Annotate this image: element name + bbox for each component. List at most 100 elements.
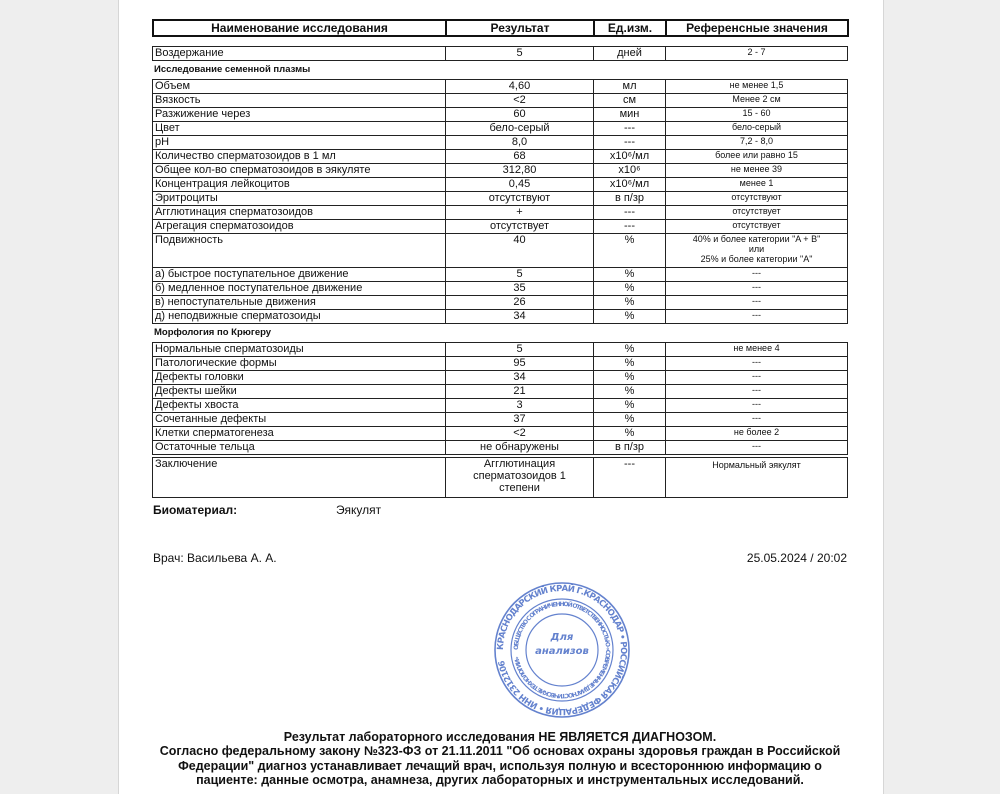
unit-cell: %: [593, 342, 666, 357]
table-row: Дефекты хвоста 3% ---: [152, 398, 848, 413]
unit-cell: %: [593, 426, 666, 441]
result-cell: 5: [445, 267, 594, 282]
name-cell: Разжижение через: [152, 107, 446, 122]
table-row: Патологические формы 95% ---: [152, 356, 848, 371]
unit-cell: x10⁶/мл: [593, 149, 666, 164]
result-cell: 5: [445, 342, 594, 357]
unit-cell: в п/зр: [593, 191, 666, 206]
unit-cell: %: [593, 356, 666, 371]
table-group: Воздержание 5 дней 2 - 7: [152, 46, 848, 61]
name-cell: Дефекты хвоста: [152, 398, 446, 413]
table-row: Подвижность 40% 40% и более категории "A +…: [152, 233, 848, 268]
table-row: Количество сперматозоидов в 1 мл 68 x10⁶/м…: [152, 149, 848, 164]
name-cell: Цвет: [152, 121, 446, 136]
name-cell: Вязкость: [152, 93, 446, 108]
table-row: Агглютинация сперматозоидов + --- отсутству…: [152, 205, 848, 220]
name-cell: Патологические формы: [152, 356, 446, 371]
reference-cell: ---: [665, 440, 848, 455]
name-cell: Остаточные тельца: [152, 440, 446, 455]
result-cell: не обнаружены: [445, 440, 594, 455]
table-row: Сочетанные дефекты 37% ---: [152, 412, 848, 427]
result-cell: 312,80: [445, 163, 594, 178]
stamp-ring: [494, 582, 630, 718]
name-cell: Подвижность: [152, 233, 446, 268]
result-cell: 4,60: [445, 79, 594, 94]
reference-cell: ---: [665, 412, 848, 427]
result-cell: 37: [445, 412, 594, 427]
reference-cell: не менее 1,5: [665, 79, 848, 94]
reference-cell: не менее 4: [665, 342, 848, 357]
reference-cell: не более 2: [665, 426, 848, 441]
footer: Результат лабораторного исследования НЕ …: [118, 730, 882, 787]
table-row: Нормальные сперматозоиды 5% не менее 4: [152, 342, 848, 357]
result-cell: <2: [445, 93, 594, 108]
footer-line: пациенте: данные осмотра, анамнеза, друг…: [196, 772, 804, 787]
name-cell: Эритроциты: [152, 191, 446, 206]
biomaterial-value: Эякулят: [336, 503, 382, 517]
result-cell: бело-серый: [445, 121, 594, 136]
footer-line: Согласно федеральному закону №323-ФЗ от …: [159, 744, 841, 759]
reference-cell: ---: [665, 295, 848, 310]
name-cell: Концентрация лейкоцитов: [152, 177, 446, 192]
unit-cell: ---: [593, 205, 666, 220]
unit-cell: %: [593, 412, 666, 427]
result-cell: 3: [445, 398, 594, 413]
section-title: Морфология по Крюгеру: [154, 327, 272, 338]
result-cell: +: [445, 205, 594, 220]
name-cell: Заключение: [152, 457, 446, 498]
stamp: КРАСНОДАРСКИЙ КРАЙ Г.КРАСНОДАР • РОССИЙС…: [494, 582, 630, 718]
table-row: Заключение Агглютинация сперматозоидов 1 …: [152, 457, 848, 498]
result-cell: 5: [445, 46, 594, 61]
biomaterial-label: Биоматериал:: [153, 503, 238, 517]
table-group: Объем 4,60 мл не менее 1,5 Вязкость <2 см Менее…: [152, 79, 848, 324]
unit-cell: %: [593, 295, 666, 310]
unit-cell: %: [593, 267, 666, 282]
datetime: 25.05.2024 / 20:02: [746, 551, 847, 565]
table-header: Наименование исследования Результат Ед.изм…: [152, 19, 849, 37]
reference-cell: ---: [665, 370, 848, 385]
reference-cell: отсутствуют: [665, 191, 848, 206]
unit-cell: дней: [593, 46, 666, 61]
name-cell: Воздержание: [152, 46, 446, 61]
table-row: pH 8,0 --- 7,2 - 8,0: [152, 135, 848, 150]
unit-cell: x10⁶: [593, 163, 666, 178]
result-cell: 34: [445, 370, 594, 385]
stamp-ring: [525, 613, 599, 687]
footer-line: Результат лабораторного исследования НЕ …: [283, 730, 717, 744]
result-cell: 60: [445, 107, 594, 122]
result-cell: 34: [445, 309, 594, 324]
table-row: Эритроциты отсутствуют в п/зр отсутствуют: [152, 191, 848, 206]
unit-cell: мл: [593, 79, 666, 94]
reference-cell: ---: [665, 309, 848, 324]
result-cell: отсутствуют: [445, 191, 594, 206]
unit-cell: %: [593, 398, 666, 413]
reference-cell: ---: [665, 398, 848, 413]
name-cell: Агрегация сперматозоидов: [152, 219, 446, 234]
table-row: Агрегация сперматозоидов отсутствует --- от…: [152, 219, 848, 234]
result-cell: <2: [445, 426, 594, 441]
table-row: д) неподвижные сперматозоиды 34% ---: [152, 309, 848, 324]
section-title: Исследование семенной плазмы: [154, 64, 311, 75]
unit-cell: x10⁶/мл: [593, 177, 666, 192]
name-cell: Общее кол-во сперматозоидов в эякуляте: [152, 163, 446, 178]
result-cell: 95: [445, 356, 594, 371]
reference-cell: 7,2 - 8,0: [665, 135, 848, 150]
name-cell: в) непоступательные движения: [152, 295, 446, 310]
reference-cell: не менее 39: [665, 163, 848, 178]
table-group: Заключение Агглютинация сперматозоидов 1 …: [152, 457, 848, 498]
result-cell: 35: [445, 281, 594, 296]
unit-cell: ---: [593, 219, 666, 234]
result-cell: 8,0: [445, 135, 594, 150]
table-row: Концентрация лейкоцитов 0,45 x10⁶/мл менее …: [152, 177, 848, 192]
column-header: Ед.изм.: [593, 19, 667, 37]
result-cell: 21: [445, 384, 594, 399]
table-row: в) непоступательные движения 26% ---: [152, 295, 848, 310]
reference-cell: 40% и более категории "A + B" или 25% и …: [665, 233, 848, 268]
name-cell: Нормальные сперматозоиды: [152, 342, 446, 357]
name-cell: Дефекты шейки: [152, 384, 446, 399]
unit-cell: см: [593, 93, 666, 108]
unit-cell: ---: [593, 135, 666, 150]
stamp-center: анализов: [535, 646, 589, 657]
table-group: Нормальные сперматозоиды 5% не менее 4 Пато…: [152, 342, 848, 455]
